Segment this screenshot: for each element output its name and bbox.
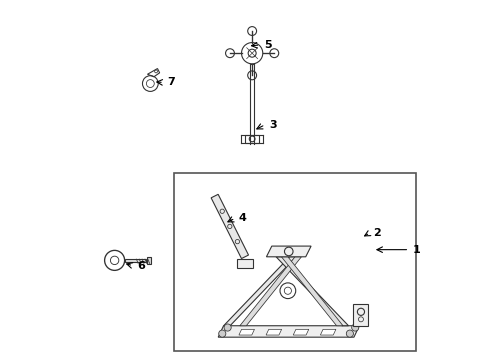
Text: 2: 2 [373, 228, 381, 238]
Polygon shape [218, 326, 359, 337]
Polygon shape [239, 329, 254, 335]
Bar [237, 258, 253, 267]
Text: 3: 3 [269, 120, 276, 130]
Text: 1: 1 [413, 245, 420, 255]
Circle shape [280, 283, 296, 298]
Polygon shape [266, 329, 282, 335]
Circle shape [224, 324, 231, 331]
Circle shape [346, 330, 353, 337]
Polygon shape [240, 257, 301, 326]
Polygon shape [276, 257, 348, 326]
Text: 7: 7 [168, 77, 175, 87]
Circle shape [352, 324, 359, 331]
Bar [173, 173, 416, 351]
Text: 4: 4 [239, 213, 247, 223]
Bar [353, 304, 368, 326]
Bar [124, 259, 146, 262]
Polygon shape [267, 246, 311, 257]
Polygon shape [293, 329, 309, 335]
Polygon shape [223, 257, 296, 326]
Polygon shape [281, 257, 343, 326]
Text: 5: 5 [264, 40, 271, 50]
Text: 6: 6 [137, 261, 145, 271]
Polygon shape [320, 329, 336, 335]
Circle shape [219, 330, 226, 337]
Bar [147, 257, 151, 264]
Polygon shape [211, 194, 248, 258]
Bar [245, 135, 259, 143]
